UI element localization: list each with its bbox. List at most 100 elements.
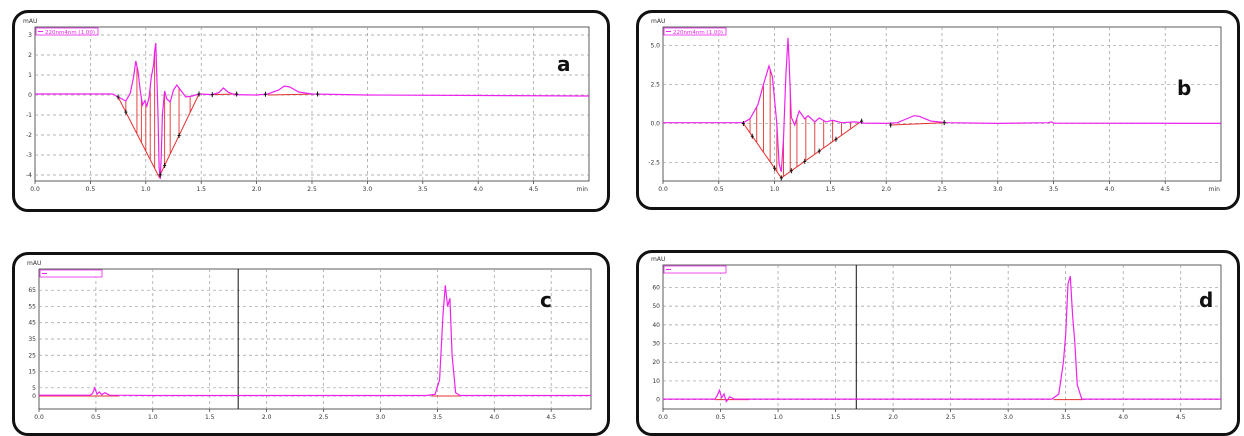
y-tick-label: -2 <box>26 132 32 139</box>
x-tick-label: 1.0 <box>148 414 158 421</box>
x-tick-label: 2.0 <box>881 186 891 193</box>
peak-marker <box>834 136 838 142</box>
x-tick-label: 3.5 <box>418 186 428 193</box>
peak-marker <box>116 94 120 100</box>
x-axis-label: min <box>577 186 589 193</box>
x-tick-label: 4.5 <box>546 414 556 421</box>
peak-marker <box>263 91 267 97</box>
legend: 220nm4nm (1.00) <box>35 27 99 36</box>
peak-marker <box>942 120 946 126</box>
chromatogram-panel-a: 0.0 0.5 1.0 1.5 2.0 2.5 3.0 3.5 4.0 4.5 min 3 2 1 0 -1 -… <box>12 10 610 212</box>
chromatogram-panel-b: 0.0 0.5 1.0 1.5 2.0 2.5 3.0 3.5 4.0 4.5 min 5.0 2.5 0… <box>636 10 1240 210</box>
y-tick-label: 15 <box>28 369 36 376</box>
y-tick-label: -1 <box>26 112 32 119</box>
plot-frame <box>662 264 1222 410</box>
x-tick-label: 0.0 <box>658 414 668 421</box>
x-tick-label: 1.0 <box>141 186 151 193</box>
legend <box>39 269 103 278</box>
y-tick-label: 35 <box>28 336 36 343</box>
y-tick-label: 45 <box>28 320 36 327</box>
y-tick-label: -2.5 <box>648 159 660 166</box>
legend-box <box>35 27 99 36</box>
y-tick-label: 1 <box>28 72 32 79</box>
y-tick-label: 0 <box>28 92 32 99</box>
x-tick-label: 0.5 <box>716 414 726 421</box>
peak-marker <box>163 162 167 168</box>
chart-svg-a: 0.0 0.5 1.0 1.5 2.0 2.5 3.0 3.5 4.0 4.5 min 3 2 1 0 -1 -… <box>23 18 590 193</box>
integration-baseline <box>117 93 200 179</box>
y-axis-label: mAU <box>23 18 37 25</box>
peak-marker <box>789 168 793 174</box>
x-tick-label: 4.0 <box>1118 414 1128 421</box>
x-tick-label: 1.5 <box>831 414 841 421</box>
y-tick-label: 40 <box>652 322 660 329</box>
x-tick-label: 0.0 <box>30 186 40 193</box>
panel-label-d: d <box>1199 288 1213 312</box>
x-tick-label: 2.0 <box>888 414 898 421</box>
y-tick-label: 20 <box>652 359 660 366</box>
panel-label-a: a <box>557 52 571 76</box>
plot-frame <box>34 26 590 182</box>
y-tick-label: -3 <box>26 152 32 159</box>
x-tick-label: 4.5 <box>1160 186 1170 193</box>
x-tick-label: 3.0 <box>363 186 373 193</box>
x-tick-label: 2.5 <box>946 414 956 421</box>
y-tick-label: -4 <box>26 172 32 179</box>
peak-marker <box>817 148 821 154</box>
peak-marker <box>177 133 181 138</box>
peak-marker <box>210 92 214 98</box>
chart-svg-d: 0.0 0.5 1.0 1.5 2.0 2.5 3.0 3.5 4.0 4.5 60 50 40 30 20… <box>651 256 1222 421</box>
x-tick-label: 2.5 <box>937 186 947 193</box>
x-tick-label: 2.0 <box>262 414 272 421</box>
y-axis-label: mAU <box>651 18 665 25</box>
chromatogram-trace <box>663 276 1221 403</box>
x-tick-label: 4.0 <box>473 186 483 193</box>
y-tick-label: 0.0 <box>650 120 660 127</box>
x-tick-label: 4.5 <box>1176 414 1186 421</box>
x-tick-label: 1.0 <box>773 414 783 421</box>
peak-marker <box>889 122 893 128</box>
legend-box <box>39 269 103 278</box>
peak-marker <box>750 133 754 139</box>
x-tick-label: 3.0 <box>376 414 386 421</box>
legend-label: 220nm4nm (1.00) <box>45 30 95 36</box>
legend <box>663 265 727 274</box>
legend-box <box>663 265 727 274</box>
peak-marker <box>773 165 777 171</box>
x-tick-label: 3.5 <box>1049 186 1059 193</box>
peak-marker <box>197 91 201 97</box>
x-tick-label: 3.5 <box>1061 414 1071 421</box>
y-tick-label: 30 <box>652 341 660 348</box>
chromatogram-panel-d: 0.0 0.5 1.0 1.5 2.0 2.5 3.0 3.5 4.0 4.5 60 50 40 30 20… <box>636 250 1240 436</box>
chromatogram-trace <box>39 285 591 397</box>
legend-box <box>663 27 727 36</box>
y-tick-label: 2 <box>28 52 32 59</box>
x-tick-label: 2.0 <box>252 186 262 193</box>
peak-marker <box>803 158 807 164</box>
chart-svg-c: 0.0 0.5 1.0 1.5 2.0 2.5 3.0 3.5 4.0 4.5 65 55 45 35 25… <box>27 260 592 421</box>
x-tick-label: 4.0 <box>489 414 499 421</box>
integration-baseline <box>890 122 945 126</box>
y-tick-label: 3 <box>28 32 32 39</box>
y-tick-label: 55 <box>28 303 36 310</box>
x-tick-label: 3.0 <box>993 186 1003 193</box>
peak-marker <box>235 91 239 97</box>
peak-marker <box>860 118 864 124</box>
y-tick-label: 5.0 <box>650 43 660 50</box>
plot-frame <box>662 26 1222 182</box>
x-tick-label: 2.5 <box>319 414 329 421</box>
x-tick-label: 3.0 <box>1003 414 1013 421</box>
legend-label: 220nm4nm (1.00) <box>673 30 723 36</box>
legend: 220nm4nm (1.00) <box>663 27 727 36</box>
panel-label-b: b <box>1177 76 1191 100</box>
y-tick-label: 60 <box>652 284 660 291</box>
panel-label-c: c <box>540 288 552 312</box>
y-tick-label: 0 <box>32 393 36 400</box>
x-axis-label: min <box>1209 186 1221 193</box>
x-tick-label: 0.5 <box>91 414 101 421</box>
y-axis-label: mAU <box>27 260 41 267</box>
x-tick-label: 1.0 <box>770 186 780 193</box>
x-tick-label: 3.5 <box>433 414 443 421</box>
y-tick-label: 5 <box>32 385 36 392</box>
integration-baseline <box>742 120 862 179</box>
